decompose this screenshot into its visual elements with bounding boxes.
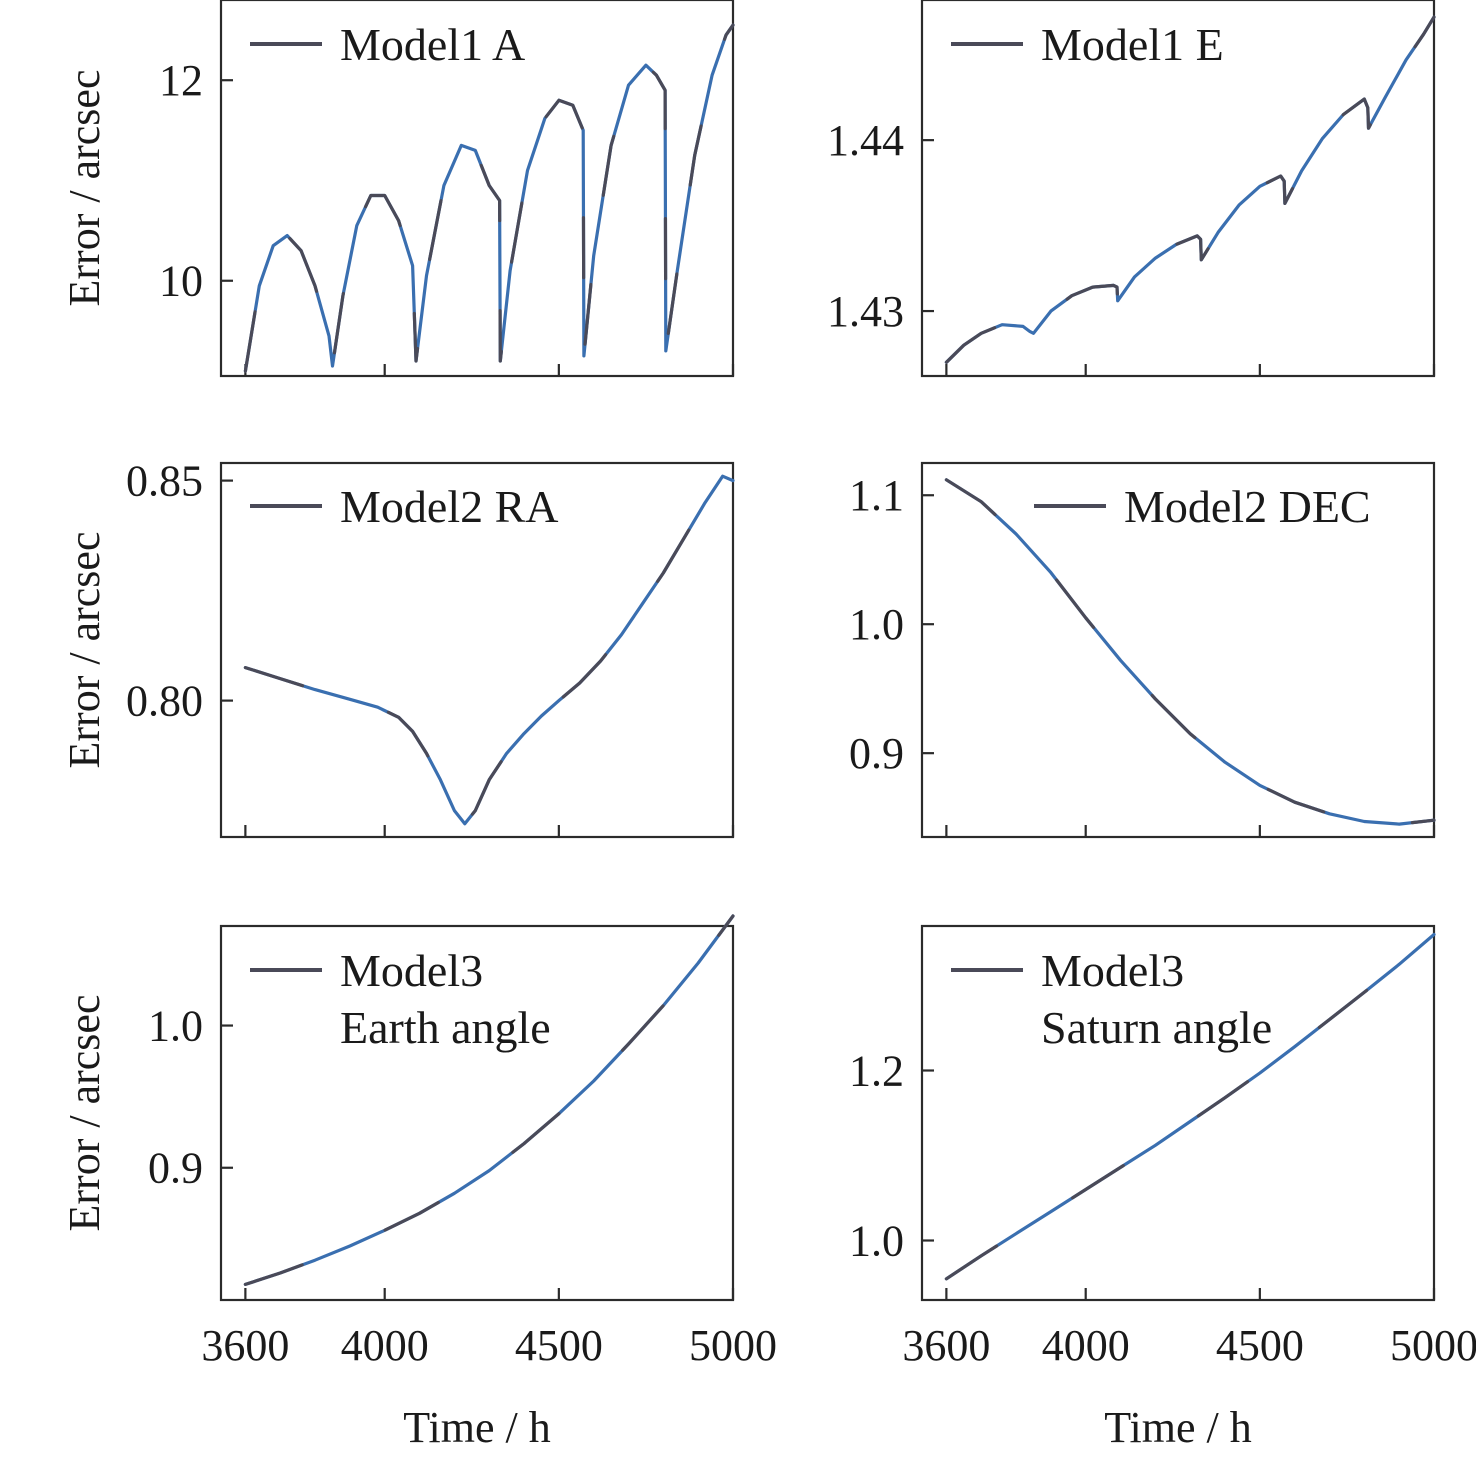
legend-label-line: Model3 bbox=[340, 945, 483, 996]
y-tick-label: 0.9 bbox=[849, 729, 904, 778]
legend-label: Model1 A bbox=[340, 19, 525, 70]
series-line-overlay-1 bbox=[944, 478, 1436, 826]
x-tick-label: 3600 bbox=[201, 1321, 289, 1370]
x-tick-label: 4500 bbox=[515, 1321, 603, 1370]
y-axis-title: Error / arcsec bbox=[60, 532, 109, 769]
y-tick-label: 1.0 bbox=[849, 600, 904, 649]
legend-label-line: Earth angle bbox=[340, 1002, 551, 1053]
chart-panel-5: 3600 4000 4500 5000 0.9 1.0 Model3 Earth angle E… bbox=[60, 914, 777, 1452]
x-tick-label: 5000 bbox=[689, 1321, 777, 1370]
x-axis-title: Time / h bbox=[1104, 1403, 1252, 1452]
y-tick-label: 1.44 bbox=[827, 116, 904, 165]
chart-panel-3: 0.80 0.85 Model2 RA Error / arcsec bbox=[60, 457, 735, 839]
y-tick-label: 0.9 bbox=[148, 1144, 203, 1193]
series-line-overlay-1 bbox=[243, 474, 735, 826]
legend-label: Model3 Saturn angle bbox=[1041, 945, 1272, 1053]
chart-panel-2: 1.43 1.44 Model1 E bbox=[827, 0, 1436, 378]
x-tick-label: 4000 bbox=[341, 1321, 429, 1370]
series-line-overlay-1 bbox=[944, 932, 1436, 1281]
series-line-1 bbox=[944, 932, 1436, 1281]
y-tick-label: 1.2 bbox=[849, 1047, 904, 1096]
legend-label-line: Model1 E bbox=[1041, 19, 1224, 70]
plot-frame bbox=[219, 924, 735, 1302]
chart-panel-1: 10 12 Model1 A Error / arcsec bbox=[60, 0, 735, 378]
legend-label: Model2 RA bbox=[340, 481, 559, 532]
y-tick-label: 10 bbox=[159, 257, 203, 306]
series-line-overlay-1 bbox=[243, 23, 735, 373]
series-line-overlay-1 bbox=[944, 15, 1436, 364]
y-tick-label: 1.1 bbox=[849, 471, 904, 520]
plot-frame bbox=[219, 0, 735, 378]
legend-label: Model3 Earth angle bbox=[340, 945, 551, 1053]
series-line-overlay-1 bbox=[243, 914, 735, 1286]
legend-label: Model1 E bbox=[1041, 19, 1224, 70]
legend-label-line: Saturn angle bbox=[1041, 1002, 1272, 1053]
plot-frame bbox=[920, 0, 1436, 378]
legend-label-line: Model2 DEC bbox=[1124, 481, 1371, 532]
y-tick-label: 1.43 bbox=[827, 287, 904, 336]
x-tick-label: 4500 bbox=[1216, 1321, 1304, 1370]
plot-frame bbox=[219, 461, 735, 839]
x-axis-title: Time / h bbox=[403, 1403, 551, 1452]
x-tick-label: 4000 bbox=[1042, 1321, 1130, 1370]
x-tick-label: 3600 bbox=[902, 1321, 990, 1370]
legend-label-line: Model3 bbox=[1041, 945, 1184, 996]
chart-panel-4: 0.9 1.0 1.1 Model2 DEC bbox=[849, 461, 1436, 839]
y-tick-label: 1.0 bbox=[148, 1002, 203, 1051]
chart-panel-6: 3600 4000 4500 5000 1.0 1.2 Model3 Saturn angle… bbox=[849, 924, 1476, 1452]
y-axis-title: Error / arcsec bbox=[60, 70, 109, 307]
y-axis-title: Error / arcsec bbox=[60, 995, 109, 1232]
legend-label-line: Model2 RA bbox=[340, 481, 559, 532]
y-tick-label: 12 bbox=[159, 56, 203, 105]
y-tick-label: 1.0 bbox=[849, 1217, 904, 1266]
y-tick-label: 0.80 bbox=[126, 677, 203, 726]
series-line-1 bbox=[243, 23, 735, 373]
plot-frame bbox=[920, 461, 1436, 839]
y-tick-label: 0.85 bbox=[126, 457, 203, 506]
x-tick-label: 5000 bbox=[1390, 1321, 1476, 1370]
legend-label-line: Model1 A bbox=[340, 19, 525, 70]
plot-frame bbox=[920, 924, 1436, 1302]
legend-label: Model2 DEC bbox=[1124, 481, 1371, 532]
